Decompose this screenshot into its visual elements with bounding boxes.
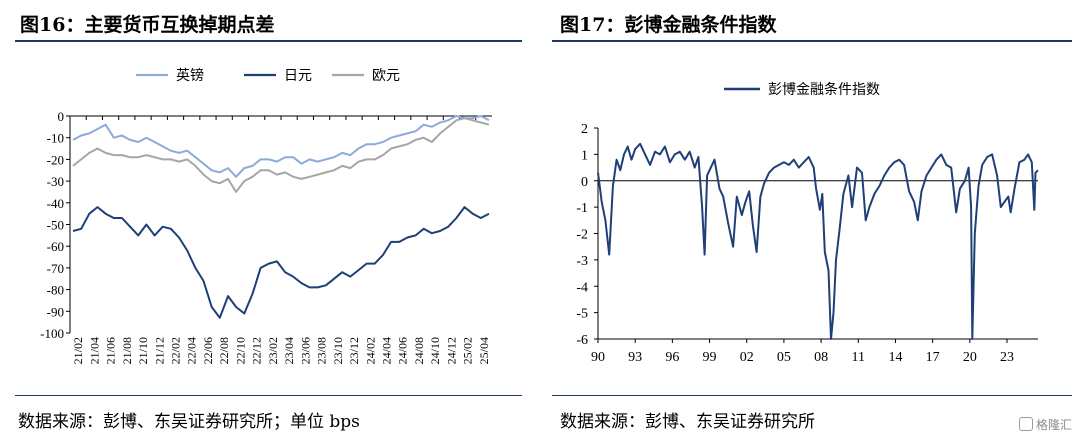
x-tick-label: 25/04: [477, 337, 491, 364]
legend-label: 日元: [284, 68, 312, 84]
x-tick-label: 21/08: [120, 337, 134, 364]
x-tick-label: 21/04: [87, 337, 101, 364]
y-tick-label: 2: [581, 122, 588, 137]
x-tick-label: 21/06: [104, 337, 118, 364]
y-tick-label: -2: [576, 228, 588, 243]
watermark-logo-icon: [1018, 417, 1033, 431]
source-rule: [15, 395, 522, 396]
x-tick-label: 20: [963, 350, 977, 365]
x-tick-label: 24/04: [380, 337, 394, 364]
y-tick-label: -80: [47, 283, 64, 298]
x-tick-label: 23/04: [282, 337, 296, 364]
x-tick-label: 22/08: [217, 337, 231, 364]
x-tick-label: 23/06: [298, 337, 312, 364]
x-tick-label: 17: [926, 350, 940, 365]
y-tick-label: -3: [576, 254, 588, 269]
x-tick-label: 21/02: [71, 337, 85, 364]
series-line-fci: [597, 142, 1039, 340]
x-tick-label: 22/06: [201, 337, 215, 364]
y-tick-label: 0: [58, 109, 65, 124]
x-tick-label: 22/12: [250, 337, 264, 364]
watermark: 格隆汇: [1018, 416, 1072, 433]
source-rule: [552, 395, 1072, 396]
series-line-英镑: [72, 115, 490, 178]
y-tick-label: 1: [581, 148, 588, 163]
x-tick-label: 22/04: [185, 337, 199, 364]
x-tick-label: 21/10: [136, 337, 150, 364]
x-tick-label: 05: [777, 350, 791, 365]
x-tick-label: 23/02: [266, 337, 280, 364]
x-tick-label: 23/12: [347, 337, 361, 364]
x-tick-label: 14: [888, 350, 902, 365]
figure-16-panel: 图16：主要货币互换掉期点差 0 -10 -20 -30 -40 -50 -60 -70 -80…: [0, 0, 530, 441]
x-tick-label: 21/12: [152, 337, 166, 364]
x-tick-label: 24/08: [412, 337, 426, 364]
y-tick-label: -90: [47, 304, 64, 319]
series-line-欧元: [72, 117, 490, 193]
x-tick-label: 96: [665, 350, 679, 365]
legend-label: 英镑: [176, 67, 204, 84]
y-tick-label: -20: [47, 152, 64, 167]
y-tick-label: -6: [576, 333, 588, 348]
x-tick-label: 24/10: [428, 337, 442, 364]
x-tick-label: 25/02: [461, 337, 475, 364]
figure-16-title: 图16：主要货币互换掉期点差: [20, 14, 275, 36]
y-tick-label: -1: [576, 201, 588, 216]
legend-label: 欧元: [372, 68, 400, 84]
x-tick-label: 24/02: [363, 337, 377, 364]
x-tick-label: 23/08: [315, 337, 329, 364]
legend-label: 彭博金融条件指数: [768, 81, 880, 98]
x-tick-label: 24/12: [444, 337, 458, 364]
series-line-日元: [72, 206, 490, 319]
title-rule: [15, 40, 522, 42]
y-tick-label: -5: [576, 307, 588, 322]
y-tick-label: -4: [576, 280, 588, 295]
figure-17-title: 图17：彭博金融条件指数: [560, 14, 777, 36]
title-rule: [552, 40, 1072, 42]
y-tick-label: -70: [47, 261, 64, 276]
y-tick-label: -40: [47, 196, 64, 211]
y-tick-label: -10: [47, 131, 64, 146]
x-tick-label: 08: [814, 350, 828, 365]
figure-17-panel: 图17：彭博金融条件指数 2 1 0 -1 -2 -3 -4 -5 -6 90 93 96 99 02 05…: [548, 0, 1080, 441]
x-tick-label: 23: [1000, 350, 1014, 365]
y-tick-label: -60: [47, 239, 64, 254]
figure-16-source: 数据来源：彭博、东吴证券研究所；单位 bps: [18, 412, 360, 432]
y-tick-label: -100: [40, 326, 64, 341]
x-tick-label: 22/10: [233, 337, 247, 364]
x-tick-label: 93: [628, 350, 642, 365]
y-tick-label: -50: [47, 218, 64, 233]
x-tick-label: 11: [852, 350, 865, 365]
figure-17-source: 数据来源：彭博、东吴证券研究所: [560, 412, 815, 432]
y-tick-label: -30: [47, 174, 64, 189]
x-tick-label: 99: [703, 350, 717, 365]
fci-chart: 2 1 0 -1 -2 -3 -4 -5 -690 93 96 99 02 05 08 11 14 17 20 23 彭…: [576, 81, 1039, 365]
x-tick-label: 90: [591, 350, 605, 365]
watermark-text: 格隆汇: [1035, 418, 1072, 432]
x-tick-label: 22/02: [169, 337, 183, 364]
x-tick-label: 23/10: [331, 337, 345, 364]
x-tick-label: 24/06: [396, 337, 410, 364]
x-tick-label: 02: [740, 350, 754, 365]
y-tick-label: 0: [581, 175, 588, 190]
